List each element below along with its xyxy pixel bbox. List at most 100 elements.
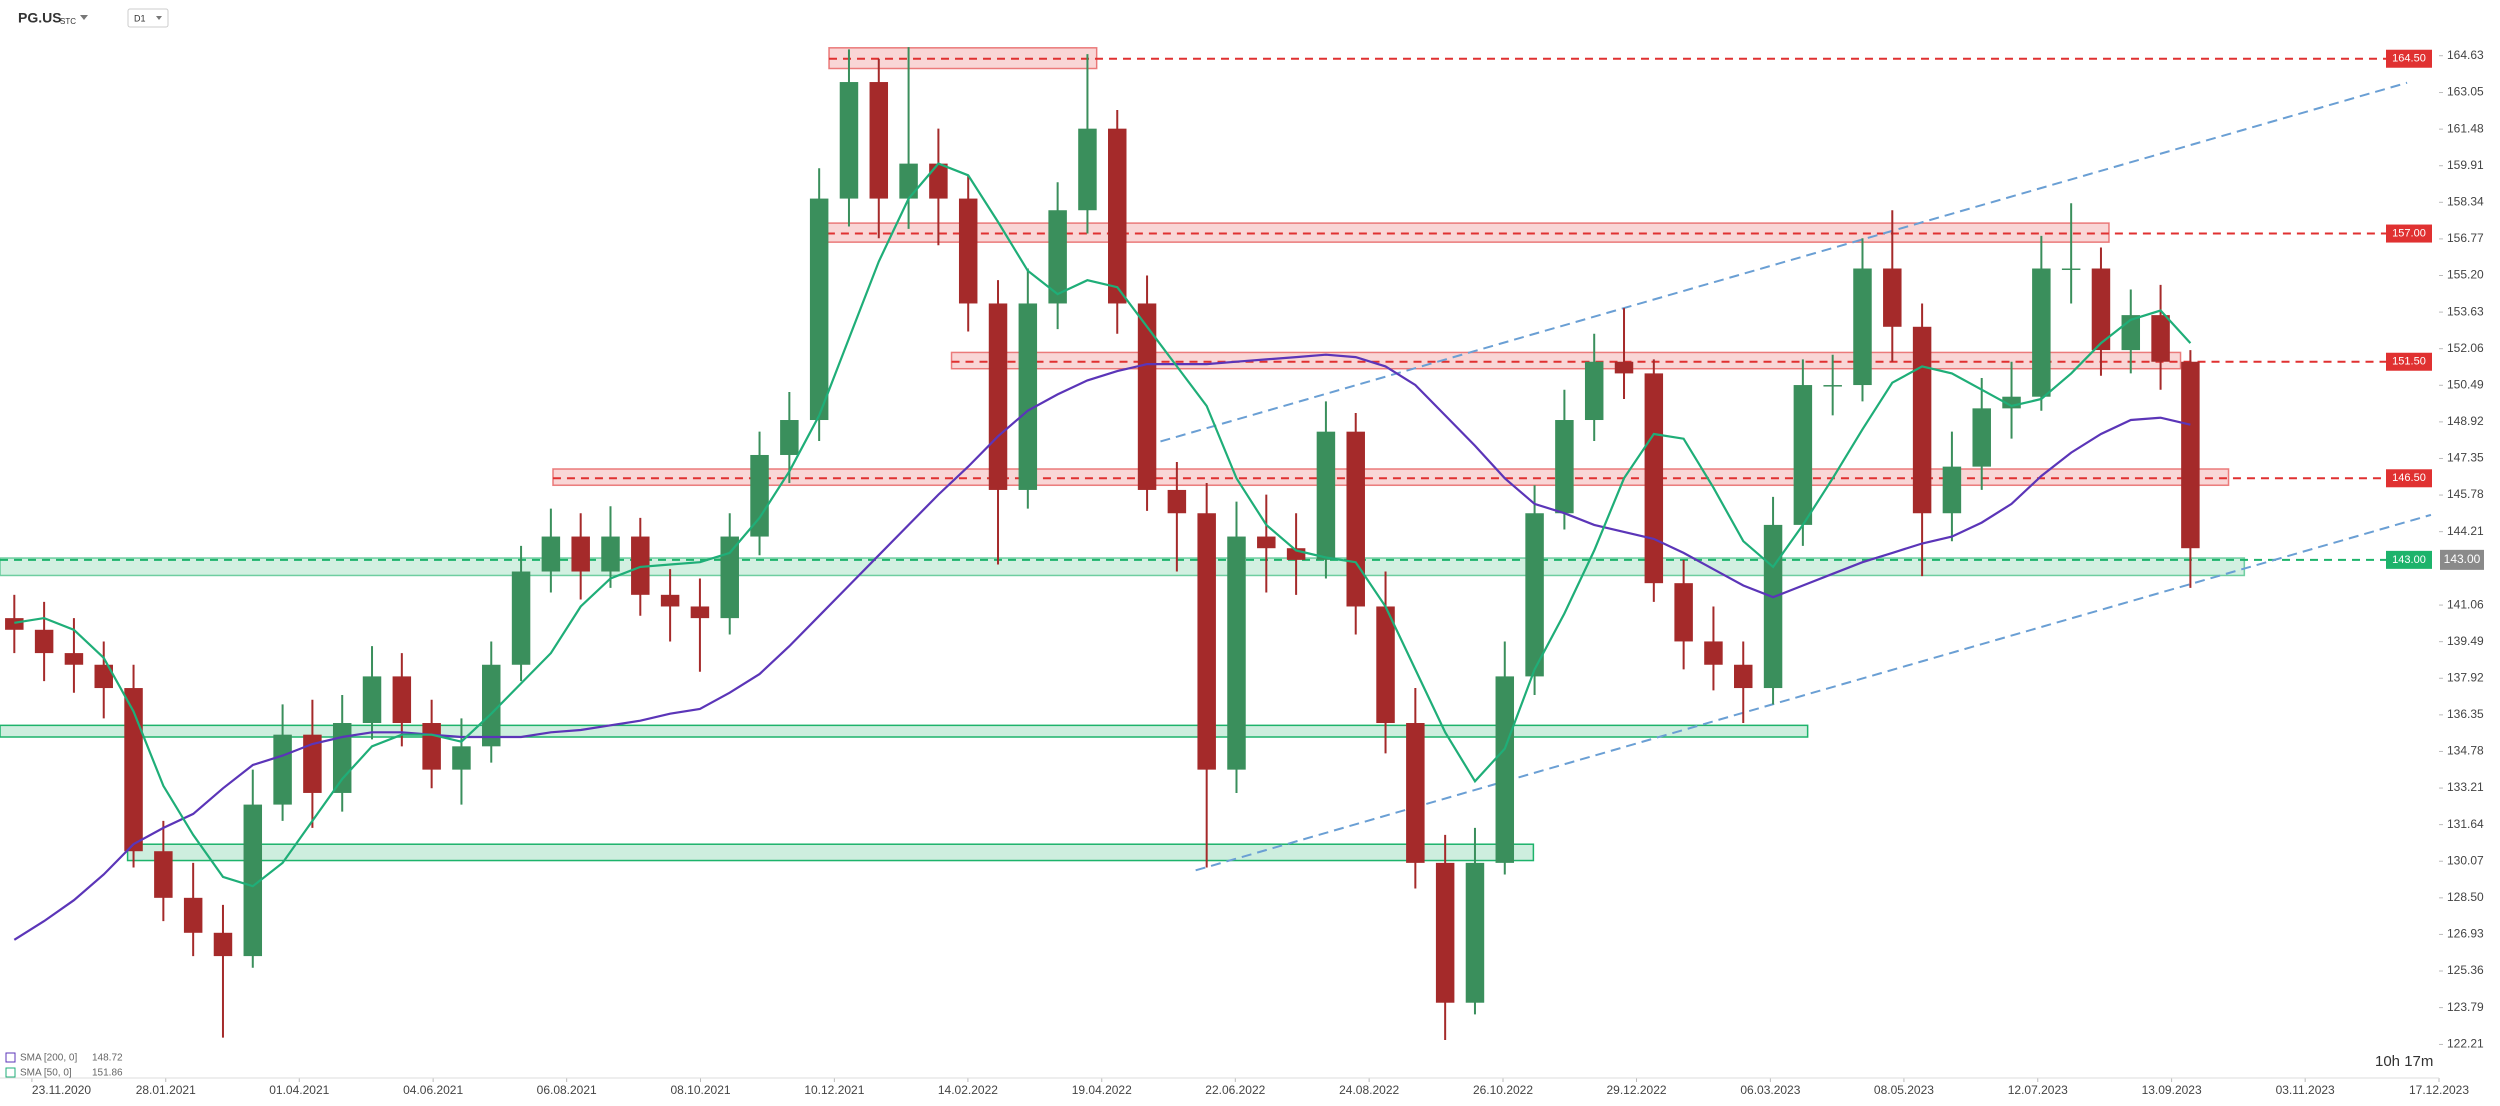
x-tick-label: 29.12.2022 — [1607, 1083, 1667, 1097]
level-zone — [950, 351, 2182, 370]
candle-body — [1883, 268, 1902, 327]
y-tick-label: 136.35 — [2447, 707, 2484, 721]
x-tick-label: 08.10.2021 — [670, 1083, 730, 1097]
x-tick-label: 03.11.2023 — [2276, 1083, 2335, 1097]
y-tick-label: 123.79 — [2447, 1000, 2484, 1014]
candle-body — [183, 897, 203, 933]
y-tick-label: 163.05 — [2447, 85, 2484, 99]
candle-body — [2181, 361, 2200, 549]
y-tick-label: 130.07 — [2447, 853, 2484, 867]
candle-body — [1644, 373, 1664, 584]
candle-body — [1197, 513, 1216, 770]
candle-body — [780, 420, 799, 455]
candle-body — [1704, 641, 1723, 665]
x-tick-label: 28.01.2021 — [136, 1083, 196, 1097]
candle-body — [511, 571, 531, 665]
x-tick-label: 19.04.2022 — [1072, 1083, 1132, 1097]
candle-body — [1674, 583, 1693, 642]
candle-body — [869, 82, 889, 199]
y-tick-label: 137.92 — [2447, 670, 2484, 684]
candle-body — [1316, 431, 1336, 560]
level-tag — [2386, 49, 2432, 68]
candle-body — [929, 163, 948, 199]
candle-body — [541, 536, 561, 572]
last-price-tag — [2440, 549, 2484, 570]
candle-body — [1346, 431, 1365, 607]
candle-body — [1406, 723, 1425, 863]
y-tick-label: 148.92 — [2447, 414, 2484, 428]
candle-body — [1435, 862, 1455, 1003]
last-price-label: 143.00 — [2444, 552, 2481, 566]
x-tick-label: 23.11.2020 — [32, 1083, 91, 1097]
candle-body — [571, 536, 590, 572]
candle-body — [1018, 303, 1038, 490]
legend-value: 151.86 — [92, 1068, 123, 1079]
candle-body — [1465, 862, 1485, 1003]
candle-body — [452, 746, 471, 770]
y-tick-label: 156.77 — [2447, 231, 2484, 245]
y-tick-label: 153.63 — [2447, 304, 2484, 318]
timer: 10h 17m — [2375, 1053, 2433, 1070]
candle-body — [2061, 268, 2081, 271]
candle-body — [1912, 326, 1932, 514]
support-zone — [0, 724, 1809, 738]
x-tick-label: 08.05.2023 — [1874, 1083, 1934, 1097]
candle-body — [124, 688, 143, 852]
candle-body — [839, 82, 859, 199]
candle-body — [1525, 513, 1544, 677]
candle-body — [958, 198, 978, 304]
candle-body — [1167, 489, 1187, 514]
symbol-dropdown[interactable] — [80, 15, 88, 20]
candle-body — [362, 676, 382, 724]
x-tick-label: 06.03.2023 — [1740, 1083, 1800, 1097]
candle-body — [392, 676, 412, 724]
candle-body — [1823, 385, 1842, 387]
candle-body — [243, 804, 263, 957]
x-tick-label: 26.10.2022 — [1473, 1083, 1533, 1097]
candle-body — [1763, 524, 1783, 689]
y-tick-label: 159.91 — [2447, 158, 2484, 172]
candle-body — [809, 198, 829, 421]
candle-body — [1376, 606, 1395, 724]
candle-body — [1286, 548, 1306, 560]
x-tick-label: 14.02.2022 — [938, 1083, 998, 1097]
candle-body — [154, 851, 173, 898]
candle-body — [422, 723, 441, 770]
timeframe-select[interactable] — [127, 8, 169, 28]
candle-body — [899, 163, 918, 199]
y-tick-label: 161.48 — [2447, 121, 2484, 135]
y-tick-label: 141.06 — [2447, 597, 2484, 611]
y-tick-label: 147.35 — [2447, 451, 2484, 465]
candle-body — [2032, 268, 2051, 397]
y-tick-label: 125.36 — [2447, 963, 2484, 977]
candle-body — [1614, 361, 1634, 374]
x-tick-label: 24.08.2022 — [1339, 1083, 1399, 1097]
y-tick-label: 144.21 — [2447, 524, 2484, 538]
x-tick-label: 04.06.2021 — [403, 1083, 463, 1097]
candle-body — [1793, 385, 1813, 525]
y-tick-label: 131.64 — [2447, 817, 2484, 831]
candle-body — [2091, 268, 2111, 351]
candle-body — [1584, 361, 1604, 421]
candle-body — [720, 536, 739, 619]
candle-body — [1942, 466, 1962, 514]
y-tick-label: 133.21 — [2447, 780, 2484, 794]
candle-body — [2151, 315, 2170, 362]
candle-body — [332, 723, 352, 793]
candle-body — [94, 664, 113, 689]
candle-body — [631, 536, 650, 595]
legend-icon — [5, 1052, 16, 1063]
candle-body — [213, 932, 233, 957]
symbol: PG.US — [18, 10, 62, 26]
level-label: 164.50 — [2392, 53, 2426, 65]
candle-body — [64, 653, 84, 665]
candle-body — [5, 618, 24, 630]
y-tick-label: 155.20 — [2447, 268, 2484, 282]
legend-icon — [5, 1067, 16, 1078]
plot-area: 164.50 157.00 151.50 146.50 143.00 — [0, 47, 2484, 1082]
candle-body — [750, 454, 769, 537]
candle-body — [482, 664, 501, 747]
candle-body — [988, 303, 1008, 490]
candle-body — [1555, 420, 1574, 514]
